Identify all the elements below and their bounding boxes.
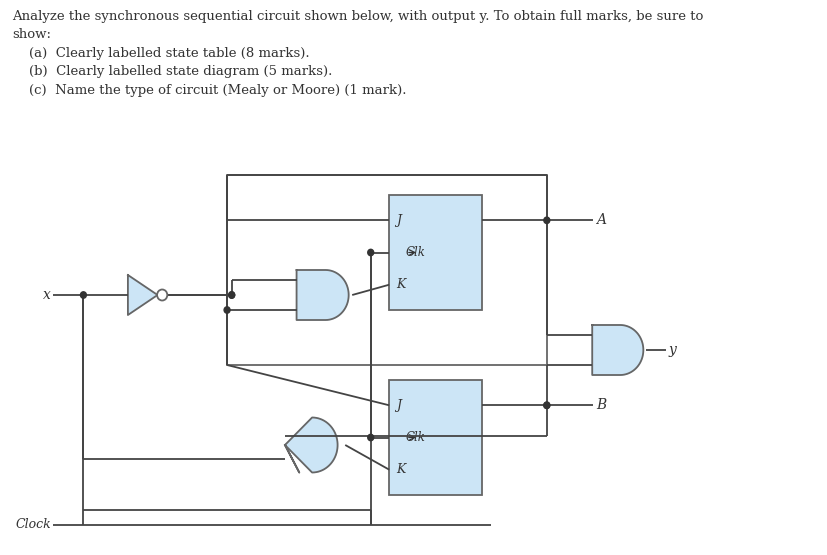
Circle shape [368,249,374,256]
Text: Analyze the synchronous sequential circuit shown below, with output y. To obtain: Analyze the synchronous sequential circu… [12,10,704,97]
Circle shape [544,402,550,408]
Text: Clock: Clock [15,518,51,532]
Polygon shape [128,275,158,315]
Circle shape [544,402,550,408]
Text: x: x [43,288,51,302]
Text: J: J [396,399,401,412]
Text: Clk: Clk [406,246,426,259]
Circle shape [229,292,235,298]
Bar [390,195,482,310]
Bar [390,380,482,495]
Circle shape [157,290,167,300]
Circle shape [368,435,374,441]
Circle shape [544,217,550,224]
Bar [227,175,547,365]
Text: J: J [396,214,401,227]
Text: K: K [396,278,405,291]
Circle shape [229,292,235,298]
Polygon shape [297,270,349,320]
Text: B: B [596,398,606,412]
Polygon shape [592,325,643,375]
Text: y: y [668,343,676,357]
Circle shape [80,292,86,298]
Polygon shape [285,417,337,472]
Text: Clk: Clk [406,431,426,444]
Text: K: K [396,463,405,476]
Circle shape [224,307,230,313]
Text: A: A [596,213,606,228]
